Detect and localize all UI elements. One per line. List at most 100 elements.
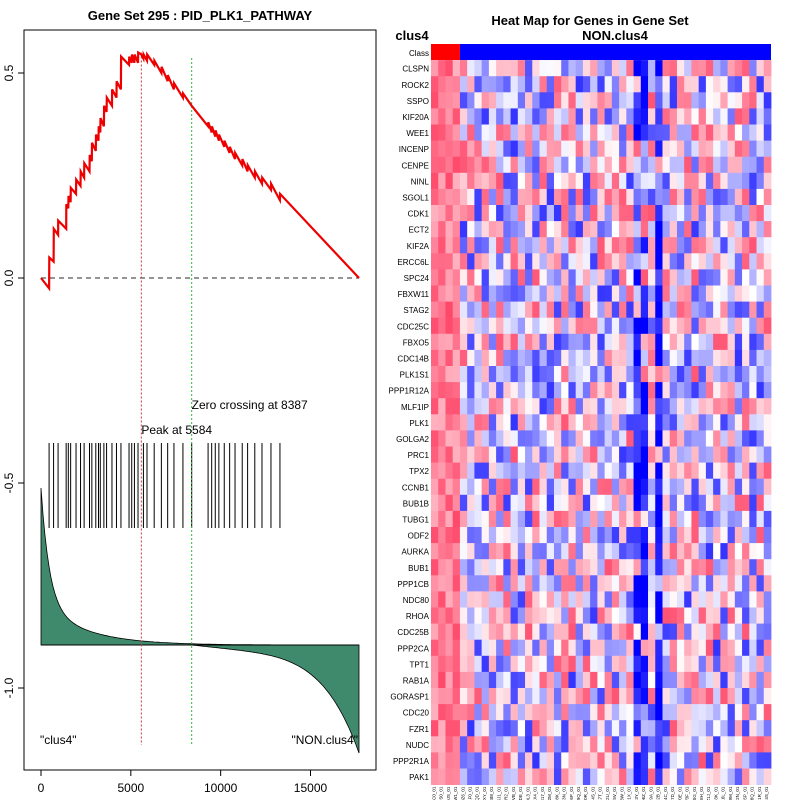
heatmap-cell	[763, 527, 772, 544]
heatmap-cell	[749, 60, 757, 77]
heatmap-cell	[438, 591, 446, 608]
heatmap-cell	[698, 607, 707, 624]
heatmap-cell	[488, 430, 497, 447]
heatmap-cell	[590, 366, 598, 383]
heatmap-cell	[459, 688, 468, 705]
heatmap-cell	[640, 655, 649, 673]
heatmap-cell	[445, 494, 454, 512]
heatmap-cell	[633, 639, 642, 657]
gene-label: CDC20	[403, 709, 430, 718]
heatmap-cell	[749, 140, 757, 158]
heatmap-cell	[525, 221, 533, 238]
gene-label: PLK1S1	[400, 371, 430, 380]
heatmap-cell	[713, 752, 721, 769]
heatmap-cell	[720, 205, 728, 222]
heatmap-cell	[734, 559, 743, 576]
heatmap-cell	[662, 543, 671, 560]
heatmap-cell	[655, 317, 663, 335]
heatmap-cell	[669, 655, 678, 673]
heatmap-cell	[698, 253, 707, 270]
heatmap-cell	[734, 398, 743, 415]
heatmap-cell	[698, 172, 707, 190]
gene-label: CDC14B	[397, 354, 429, 363]
heatmap-cell	[648, 414, 656, 431]
heatmap-cell	[445, 333, 454, 351]
heatmap-cell	[597, 623, 606, 641]
heatmap-cell	[467, 430, 475, 447]
heatmap-cell	[669, 688, 678, 705]
heatmap-cell	[727, 366, 736, 383]
heatmap-cell	[749, 704, 757, 721]
heatmap-cell	[619, 253, 627, 270]
heatmap-cell	[713, 768, 721, 785]
heatmap-cell	[525, 510, 533, 528]
heatmap-cell	[619, 76, 627, 93]
heatmap-cell	[604, 124, 613, 141]
heatmap-cell	[597, 543, 606, 560]
heatmap-cell	[488, 478, 497, 496]
heatmap-cell	[517, 671, 526, 689]
heatmap-cell	[742, 172, 750, 190]
heatmap-cell	[727, 124, 736, 141]
heatmap-cell	[467, 269, 475, 286]
heatmap-cell	[604, 92, 613, 109]
heatmap-cell	[438, 253, 446, 270]
gene-label: ECT2	[409, 226, 430, 235]
sample-label: TCGA_AE3N_01	[562, 786, 567, 800]
heatmap-cell	[720, 688, 728, 705]
heatmap-cell	[691, 156, 700, 174]
heatmap-cell	[684, 736, 692, 753]
heatmap-cell	[734, 688, 743, 705]
class-bar	[431, 44, 771, 61]
heatmap-cell	[662, 655, 671, 673]
heatmap-cell	[481, 655, 490, 673]
heatmap-cell	[539, 414, 548, 431]
sample-label: TCGA_AS2B_01	[656, 786, 661, 800]
heatmap-cell	[568, 430, 577, 447]
heatmap-cell	[749, 333, 757, 351]
heatmap-cell	[510, 494, 519, 512]
heatmap-cell	[648, 140, 656, 158]
heatmap-cell	[626, 205, 634, 222]
heatmap-cell	[546, 688, 555, 705]
heatmap-cell	[452, 269, 461, 286]
heatmap-cell	[713, 446, 721, 463]
heatmap-cell	[705, 607, 714, 624]
heatmap-cell	[553, 768, 562, 785]
heatmap-cell	[517, 623, 526, 641]
heatmap-cell	[691, 237, 700, 254]
heatmap-cell	[604, 188, 613, 206]
heatmap-cell	[655, 253, 663, 270]
heatmap-cell	[662, 333, 671, 351]
heatmap-cell	[619, 655, 627, 673]
heatmap-cell	[431, 237, 439, 254]
heatmap-cell	[648, 172, 656, 190]
heatmap-cell	[756, 366, 765, 383]
heatmap-cell	[648, 768, 656, 785]
heatmap-cell	[467, 366, 475, 383]
heatmap-cell	[532, 60, 540, 77]
heatmap-cell	[676, 752, 685, 769]
heatmap-cell	[452, 543, 461, 560]
heatmap-cell	[611, 333, 620, 351]
heatmap-cell	[648, 607, 656, 624]
heatmap-cell	[597, 639, 606, 657]
heatmap-cell	[611, 237, 620, 254]
heatmap-cell	[575, 591, 584, 608]
heatmap-cell	[561, 172, 569, 190]
heatmap-cell	[698, 430, 707, 447]
heatmap-cell	[546, 253, 555, 270]
heatmap-cell	[525, 398, 533, 415]
heatmap-cell	[568, 60, 577, 77]
heatmap-cell	[662, 414, 671, 431]
heatmap-cell	[597, 575, 606, 592]
heatmap-cell	[705, 333, 714, 351]
heatmap-cell	[582, 510, 591, 528]
heatmap-cell	[742, 527, 750, 544]
heatmap-cell	[467, 704, 475, 721]
heatmap-cell	[452, 527, 461, 544]
heatmap-cell	[611, 414, 620, 431]
heatmap-cell	[734, 188, 743, 206]
heatmap-cell	[720, 349, 728, 367]
heatmap-cell	[553, 655, 562, 673]
